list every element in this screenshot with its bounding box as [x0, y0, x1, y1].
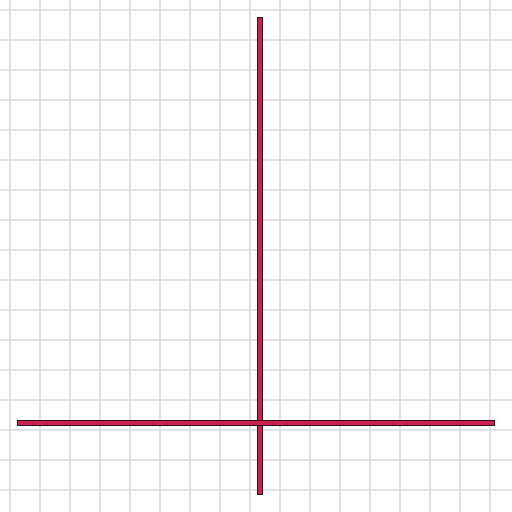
y-axis: [257, 17, 263, 495]
x-axis: [17, 420, 495, 426]
axes: [17, 17, 495, 495]
